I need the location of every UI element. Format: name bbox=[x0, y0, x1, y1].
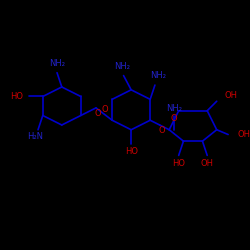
Text: OH: OH bbox=[238, 130, 250, 139]
Text: NH₂: NH₂ bbox=[150, 71, 166, 80]
Text: OH: OH bbox=[201, 158, 214, 168]
Text: H₂N: H₂N bbox=[27, 132, 43, 141]
Text: O: O bbox=[158, 126, 165, 135]
Text: HO: HO bbox=[172, 158, 185, 168]
Text: HO: HO bbox=[10, 92, 23, 101]
Text: OH: OH bbox=[224, 91, 237, 100]
Text: NH₂: NH₂ bbox=[166, 104, 182, 113]
Text: NH₂: NH₂ bbox=[114, 62, 130, 70]
Text: O: O bbox=[170, 114, 177, 123]
Text: HO: HO bbox=[125, 147, 138, 156]
Text: O: O bbox=[94, 109, 101, 118]
Text: O: O bbox=[102, 105, 108, 114]
Text: NH₂: NH₂ bbox=[49, 59, 65, 68]
